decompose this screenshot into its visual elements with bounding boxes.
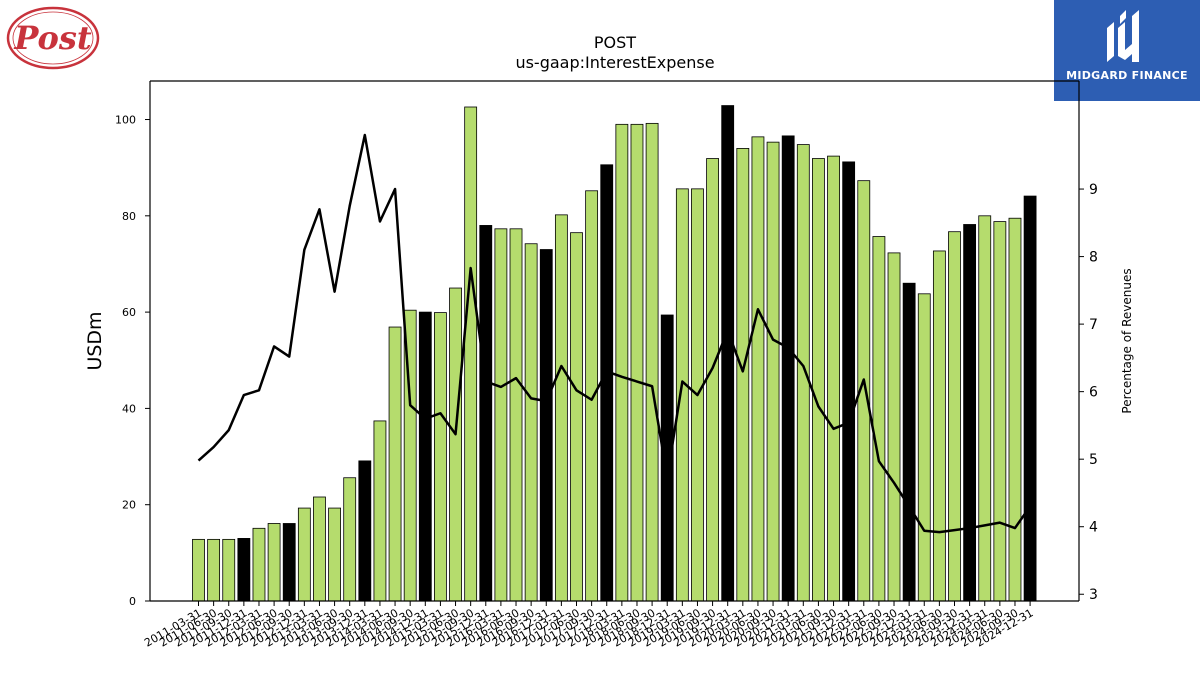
bar-quarter [570, 232, 583, 602]
bar-quarter [449, 287, 462, 602]
bar-quarter [267, 523, 281, 602]
bar-quarter [812, 158, 825, 602]
bar-quarter [297, 507, 311, 602]
y-tick-label: 100 [115, 114, 136, 127]
bar-annual [721, 105, 735, 602]
bar-quarter [827, 155, 840, 602]
bar-annual [418, 311, 432, 602]
bar-quarter [388, 326, 402, 602]
bar-annual [539, 249, 553, 602]
bar-quarter [751, 136, 765, 602]
bar-quarter [328, 507, 341, 602]
bar-quarter [675, 188, 689, 602]
y-axis-label: USDm [84, 311, 106, 370]
bar-quarter [524, 243, 538, 602]
bar-quarter [932, 250, 946, 602]
bar-quarter [554, 214, 568, 602]
y2-axis-label: Percentage of Revenues [1120, 268, 1134, 413]
bar-annual [902, 282, 916, 602]
bar-annual [358, 460, 372, 602]
bar-quarter [887, 252, 901, 602]
y-tick-label: 60 [122, 306, 136, 319]
bar-quarter [434, 312, 447, 602]
bar-quarter [872, 236, 886, 602]
bar-quarter [917, 293, 931, 602]
bar-quarter [645, 122, 659, 602]
bar-quarter [993, 221, 1007, 602]
y2-tick-label: 3 [1089, 587, 1098, 603]
y-tick-label: 80 [122, 210, 136, 223]
bar-quarter [494, 228, 508, 602]
bar-annual [781, 135, 795, 602]
revenue-percentage-line [197, 133, 1032, 534]
bar-quarter [509, 228, 523, 602]
bar-quarter [313, 496, 326, 602]
bar-quarter [766, 141, 780, 602]
y-tick-label: 40 [122, 402, 136, 415]
post-logo-text: Post [13, 19, 92, 57]
bar-quarter [630, 123, 644, 602]
y2-tick-label: 9 [1089, 182, 1098, 198]
bar-quarter [373, 420, 387, 602]
bar-quarter [222, 538, 236, 602]
bar-quarter [207, 538, 221, 602]
bar-annual [479, 225, 493, 602]
chart-title: POST [594, 33, 636, 52]
line-layer [197, 133, 1032, 534]
chart-subtitle: us-gaap:InterestExpense [515, 53, 714, 72]
axes-layer: 02040608010034567892011-03-312011-06-302… [115, 80, 1098, 650]
bars-layer [192, 105, 1037, 602]
bar-annual [963, 224, 977, 602]
bar-quarter [1008, 217, 1022, 602]
post-logo: Post [5, 5, 101, 71]
y2-tick-label: 4 [1089, 520, 1098, 536]
bar-quarter [192, 538, 205, 602]
midgard-finance-wordmark: MIDGARD FINANCE [1066, 69, 1188, 82]
bar-annual [842, 161, 856, 602]
bar-quarter [343, 477, 357, 602]
y2-tick-label: 8 [1089, 250, 1098, 266]
bar-quarter [706, 158, 719, 602]
y2-tick-label: 7 [1089, 317, 1098, 333]
y-tick-label: 20 [122, 499, 136, 512]
bar-quarter [978, 215, 992, 602]
bar-quarter [252, 527, 266, 602]
y2-tick-label: 5 [1089, 452, 1098, 468]
midgard-logo-mark [1107, 10, 1139, 62]
midgard-finance-logo: MIDGARD FINANCE [1054, 0, 1200, 101]
bar-quarter [948, 231, 961, 602]
bar-quarter [736, 148, 750, 602]
post-logo-inner-ellipse [12, 11, 94, 65]
bar-quarter [615, 123, 629, 602]
bar-annual [282, 523, 296, 602]
bar-annual [237, 538, 251, 602]
bar-annual [600, 164, 614, 602]
y-tick-label: 0 [129, 595, 136, 608]
bar-quarter [464, 106, 478, 602]
post-logo-ellipse [6, 6, 100, 70]
bar-annual [1023, 195, 1037, 602]
y2-tick-label: 6 [1089, 385, 1098, 401]
bar-quarter [796, 144, 810, 602]
